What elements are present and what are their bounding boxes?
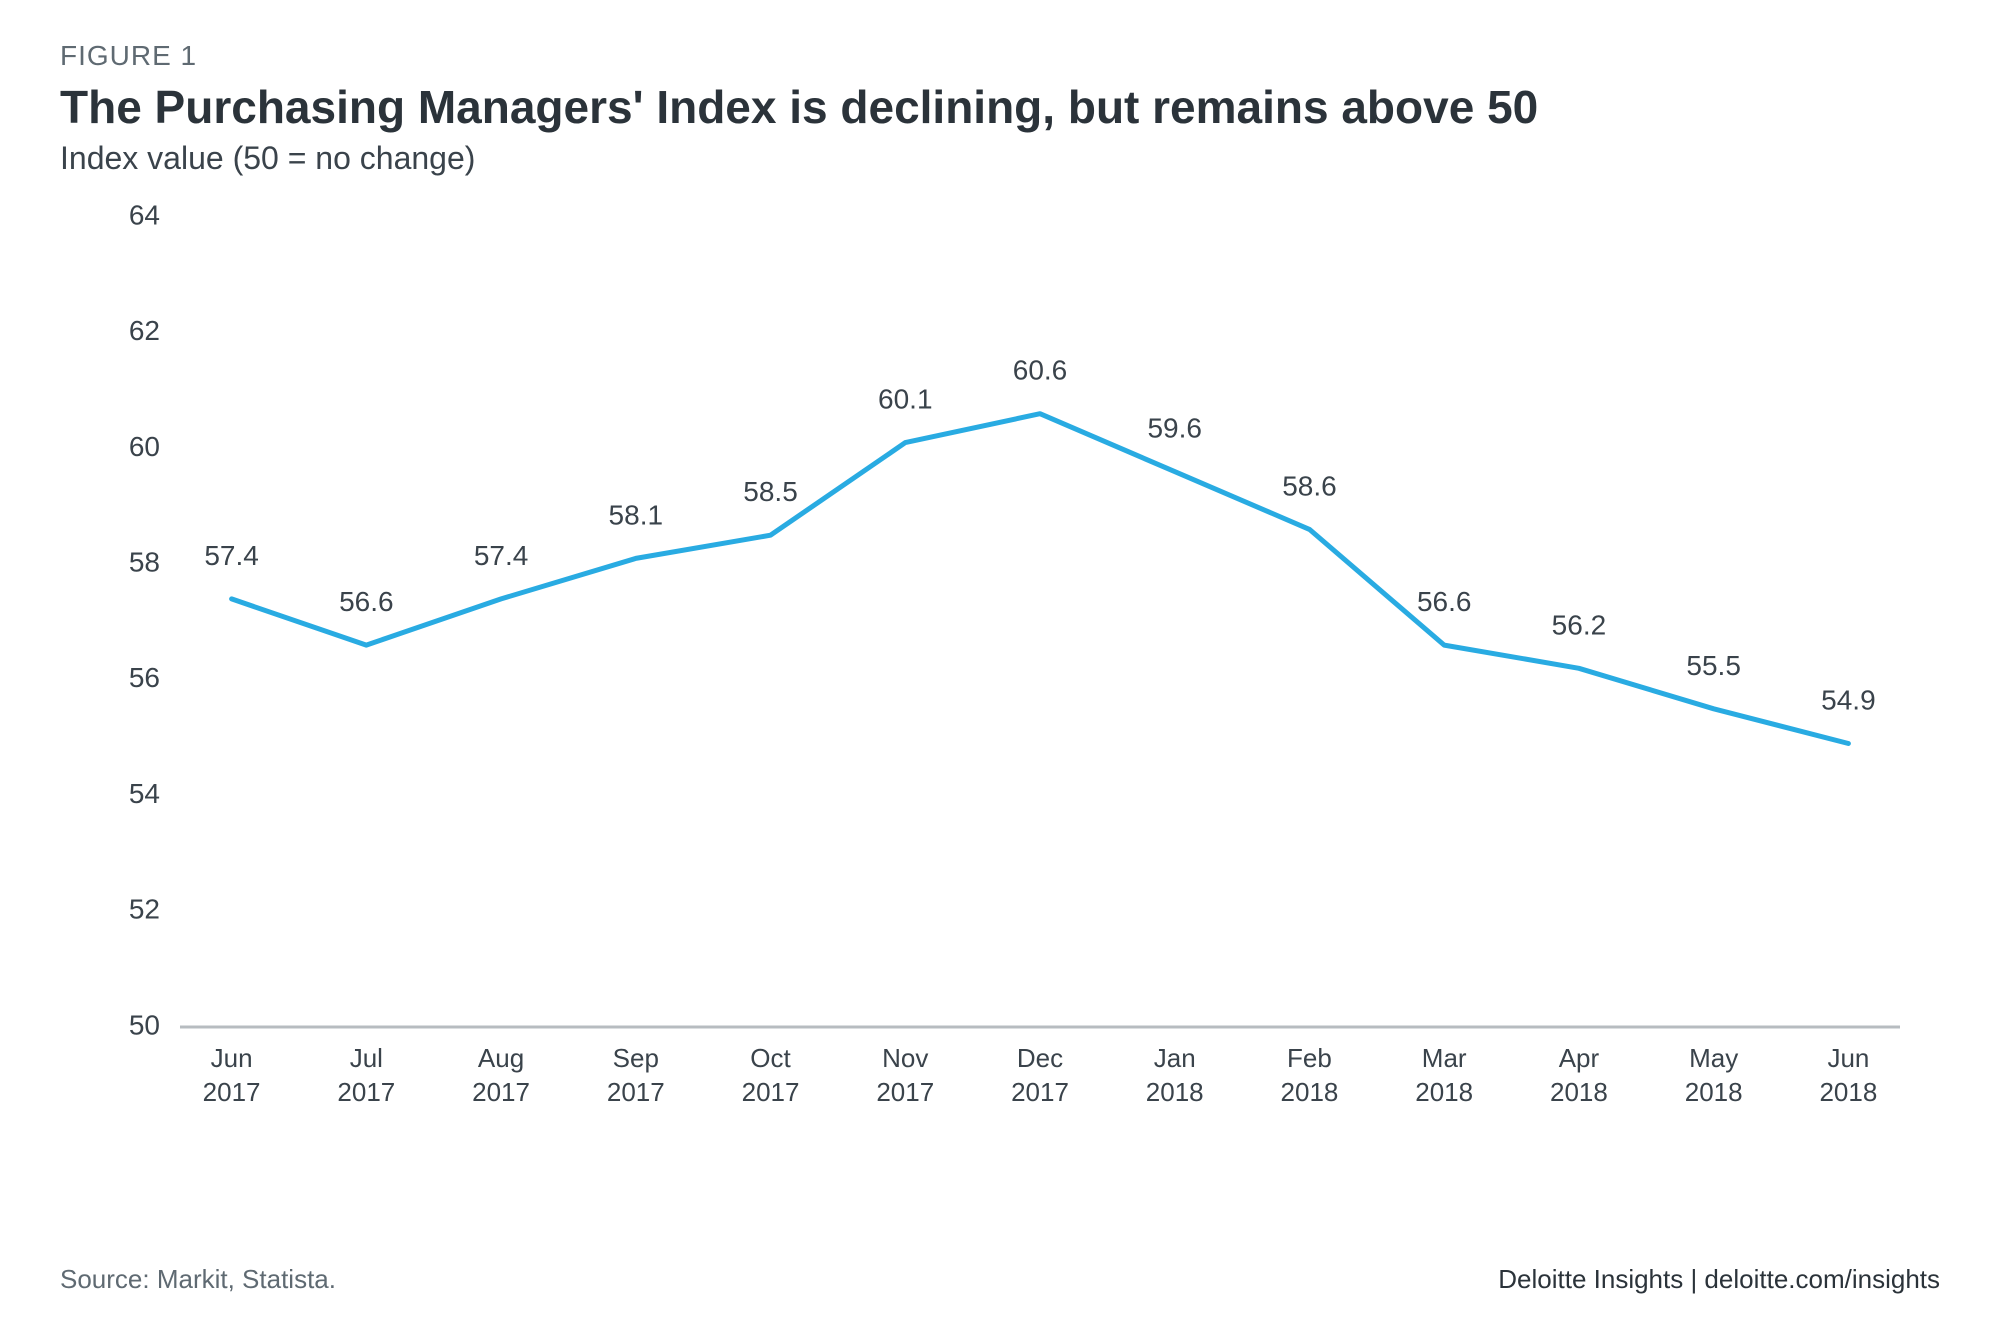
x-tick-label-month: Jun <box>211 1043 253 1073</box>
data-label: 58.1 <box>609 499 664 530</box>
y-tick-label: 56 <box>129 662 160 693</box>
x-tick-label-year: 2017 <box>203 1077 261 1107</box>
x-tick-label-year: 2017 <box>337 1077 395 1107</box>
data-label: 57.4 <box>204 540 259 571</box>
x-tick-label-year: 2018 <box>1281 1077 1339 1107</box>
data-label: 60.1 <box>878 384 933 415</box>
data-label: 55.5 <box>1686 650 1741 681</box>
y-tick-label: 58 <box>129 547 160 578</box>
data-label: 54.9 <box>1821 685 1876 716</box>
x-tick-label-year: 2017 <box>1011 1077 1069 1107</box>
x-tick-label-month: Nov <box>882 1043 928 1073</box>
x-tick-label-month: Oct <box>750 1043 791 1073</box>
data-label: 59.6 <box>1147 413 1202 444</box>
data-label: 56.2 <box>1552 609 1607 640</box>
x-tick-label-year: 2017 <box>472 1077 530 1107</box>
source-text: Source: Markit, Statista. <box>60 1264 336 1295</box>
y-tick-label: 60 <box>129 431 160 462</box>
data-label: 60.6 <box>1013 355 1068 386</box>
y-tick-label: 54 <box>129 778 160 809</box>
x-tick-label-year: 2018 <box>1819 1077 1877 1107</box>
footer-brand: Deloitte Insights | deloitte.com/insight… <box>1498 1264 1940 1295</box>
x-tick-label-month: Apr <box>1559 1043 1600 1073</box>
figure-title: The Purchasing Managers' Index is declin… <box>60 80 1940 134</box>
line-chart: 50 52 54 56 58 60 62 64 57.4 56.6 57.4 58.1 58.5 60.1… <box>60 187 1940 1147</box>
x-tick-label-month: Mar <box>1422 1043 1467 1073</box>
x-tick-label-year: 2018 <box>1415 1077 1473 1107</box>
x-tick-label-month: May <box>1689 1043 1738 1073</box>
x-tick-label-year: 2017 <box>742 1077 800 1107</box>
data-label: 56.6 <box>1417 586 1472 617</box>
x-tick-label-year: 2017 <box>607 1077 665 1107</box>
x-tick-label-year: 2017 <box>876 1077 934 1107</box>
figure-label: FIGURE 1 <box>60 40 1940 72</box>
x-tick-label-month: Aug <box>478 1043 524 1073</box>
x-tick-label-year: 2018 <box>1550 1077 1608 1107</box>
figure-subtitle: Index value (50 = no change) <box>60 140 1940 177</box>
x-tick-label-month: Jan <box>1154 1043 1196 1073</box>
x-tick-label-year: 2018 <box>1146 1077 1204 1107</box>
y-tick-label: 64 <box>129 199 160 230</box>
x-tick-label-month: Jul <box>350 1043 383 1073</box>
x-tick-label-month: Dec <box>1017 1043 1063 1073</box>
chart-wrap: 50 52 54 56 58 60 62 64 57.4 56.6 57.4 58.1 58.5 60.1… <box>60 187 1940 1147</box>
data-label: 57.4 <box>474 540 528 571</box>
data-label: 56.6 <box>339 586 394 617</box>
x-tick-label-month: Sep <box>613 1043 659 1073</box>
x-tick-label-year: 2018 <box>1685 1077 1743 1107</box>
y-tick-label: 52 <box>129 894 160 925</box>
data-label: 58.5 <box>743 476 798 507</box>
figure-container: FIGURE 1 The Purchasing Managers' Index … <box>0 0 2000 1325</box>
y-tick-label: 62 <box>129 315 160 346</box>
figure-footer: Source: Markit, Statista. Deloitte Insig… <box>60 1264 1940 1295</box>
data-label: 58.6 <box>1282 470 1337 501</box>
y-tick-label: 50 <box>129 1009 160 1040</box>
x-tick-label-month: Feb <box>1287 1043 1332 1073</box>
data-line <box>232 414 1849 744</box>
x-tick-label-month: Jun <box>1827 1043 1869 1073</box>
